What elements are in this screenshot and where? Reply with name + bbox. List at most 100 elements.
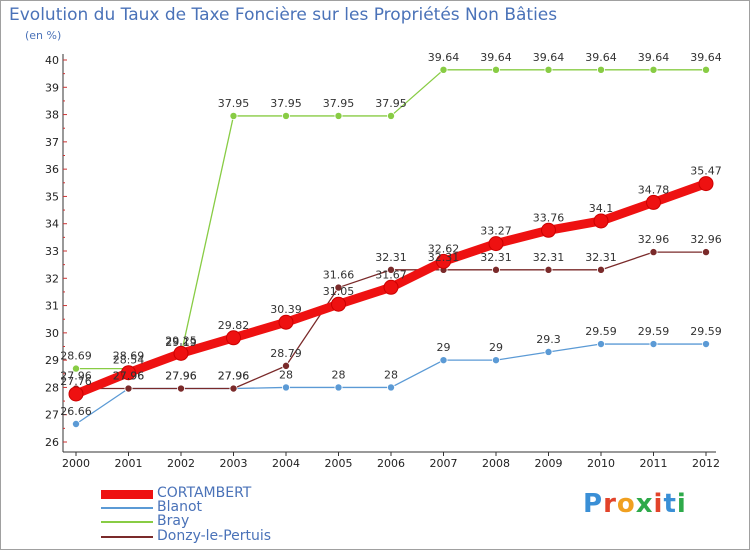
y-tick-label: 37 <box>45 136 59 149</box>
x-tick-label: 2010 <box>587 457 615 470</box>
x-tick-label: 2006 <box>377 457 405 470</box>
data-label: 39.64 <box>428 51 460 64</box>
y-tick-label: 28 <box>45 381 59 394</box>
logo-letter: r <box>603 489 617 519</box>
data-point <box>386 383 395 392</box>
data-label: 33.76 <box>533 211 565 224</box>
data-label: 39.64 <box>638 51 670 64</box>
y-tick-label: 32 <box>45 272 59 285</box>
data-point <box>698 176 714 192</box>
y-tick-label: 29 <box>45 354 59 367</box>
data-point <box>176 384 185 393</box>
proxiti-logo: Proxiti <box>583 489 687 519</box>
data-point <box>121 365 136 381</box>
data-label: 29 <box>437 341 451 354</box>
data-point <box>702 340 711 349</box>
data-label: 29.19 <box>165 336 197 349</box>
logo-letter: t <box>663 489 677 519</box>
y-tick-label: 40 <box>45 54 59 67</box>
y-tick-label: 30 <box>45 327 59 340</box>
data-label: 27.96 <box>165 370 197 383</box>
x-tick-label: 2005 <box>325 457 353 470</box>
y-tick-label: 35 <box>45 190 59 203</box>
data-label: 39.64 <box>690 51 722 64</box>
data-point <box>593 213 609 229</box>
x-tick-label: 2004 <box>272 457 300 470</box>
x-tick-label: 2000 <box>62 457 90 470</box>
data-label: 28 <box>279 368 293 381</box>
x-tick-label: 2011 <box>640 457 668 470</box>
data-point <box>281 383 290 392</box>
legend-label: Bray <box>157 513 190 529</box>
x-tick-label: 2001 <box>115 457 143 470</box>
data-point <box>544 65 553 74</box>
x-tick-label: 2007 <box>430 457 458 470</box>
x-tick-labels: 2000 2001 2002 2003 2004 2005 2006 2007 2008 2009… <box>62 452 720 470</box>
data-labels-layer: 26.66 27.96 27.96 27.96 28 28 28 29 29 29.3 29.59 2… <box>60 51 722 418</box>
data-label: 27.96 <box>60 370 92 383</box>
legend-swatch <box>101 507 153 509</box>
data-label: 37.95 <box>375 97 407 110</box>
data-point <box>386 265 395 274</box>
data-label: 28.54 <box>113 354 145 367</box>
axes <box>62 54 716 453</box>
legend-swatch <box>101 536 153 538</box>
data-point <box>229 111 238 120</box>
data-point <box>72 364 81 373</box>
data-label: 31.67 <box>375 268 407 281</box>
data-point <box>597 265 606 274</box>
series-donzy-le-pertuis <box>72 248 711 393</box>
legend-label: Donzy-le-Pertuis <box>157 528 272 544</box>
x-tick-label: 2012 <box>692 457 720 470</box>
data-point <box>331 296 346 312</box>
data-point <box>281 111 290 120</box>
data-label: 32.31 <box>533 251 565 264</box>
data-point <box>386 111 395 120</box>
data-label: 31.66 <box>323 269 355 282</box>
data-point <box>436 253 451 269</box>
data-label: 37.95 <box>323 97 355 110</box>
data-label: 28.69 <box>60 350 92 363</box>
data-point <box>649 248 658 257</box>
data-label: 34.78 <box>638 183 670 196</box>
data-label: 39.64 <box>533 51 565 64</box>
data-label: 29.59 <box>585 325 617 338</box>
data-point <box>278 314 294 330</box>
data-point <box>439 356 448 365</box>
data-point <box>173 345 189 361</box>
data-point <box>541 222 556 238</box>
chart-title: Evolution du Taux de Taxe Foncière sur l… <box>9 5 558 25</box>
data-label: 32.31 <box>375 251 407 264</box>
y-tick-label: 26 <box>45 436 59 449</box>
y-tick-label: 36 <box>45 163 59 176</box>
logo-letter: i <box>676 489 687 519</box>
data-label: 30.39 <box>270 303 302 316</box>
data-label: 37.95 <box>218 97 250 110</box>
series-layer <box>68 65 714 428</box>
data-label: 32.96 <box>690 233 722 246</box>
data-point <box>68 386 84 402</box>
x-tick-label: 2002 <box>167 457 195 470</box>
data-label: 29.59 <box>638 325 670 338</box>
data-label: 28 <box>384 368 398 381</box>
data-label: 29.82 <box>218 319 250 332</box>
x-tick-label: 2009 <box>535 457 563 470</box>
x-tick-label: 2003 <box>220 457 248 470</box>
legend-label: Blanot <box>157 499 203 515</box>
data-label: 29.3 <box>536 333 561 346</box>
data-point <box>491 356 500 365</box>
data-point <box>702 248 711 257</box>
data-label: 39.64 <box>480 51 512 64</box>
data-point <box>646 194 661 210</box>
data-point <box>334 383 343 392</box>
data-label: 35.47 <box>690 165 722 178</box>
y-tick-label: 31 <box>45 300 59 313</box>
data-label: 27.96 <box>113 370 145 383</box>
y-tick-label: 34 <box>45 218 59 231</box>
series-cortambert <box>68 176 714 402</box>
data-label: 29.25 <box>165 334 197 347</box>
y-tick-label: 39 <box>45 81 59 94</box>
data-label: 27.96 <box>165 370 197 383</box>
